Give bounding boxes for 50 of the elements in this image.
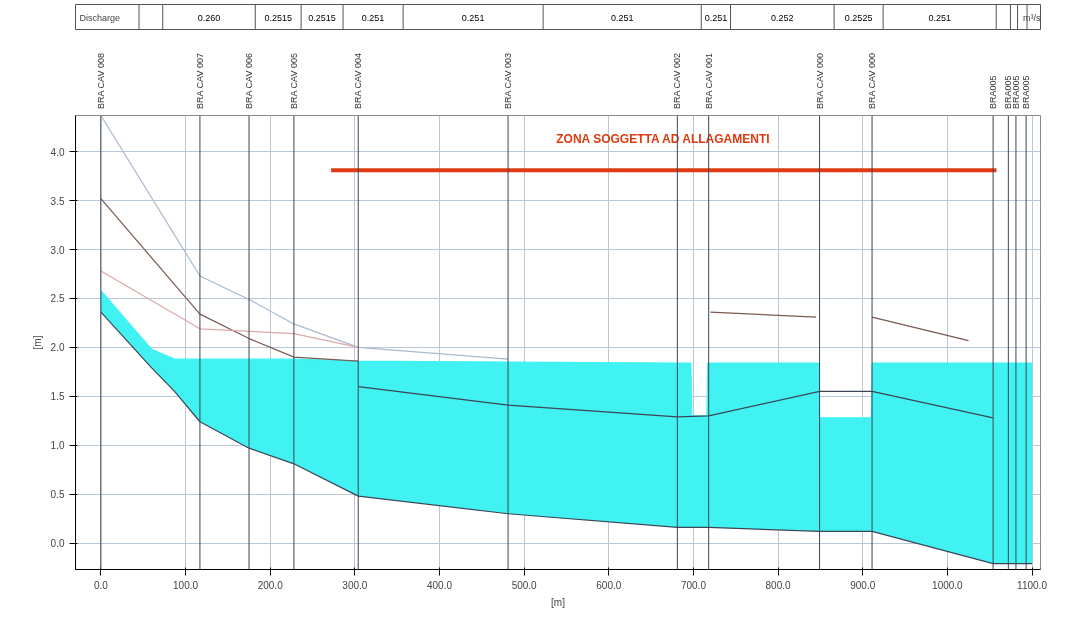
line-series [100, 198, 359, 362]
x-axis-title: [m] [551, 596, 566, 608]
x-tick-label: 400.0 [426, 579, 453, 591]
text: Discharge [79, 12, 121, 23]
ref-line-label: BRA CAV 000 [867, 53, 878, 109]
y-tick-label: 4.0 [50, 146, 65, 158]
text: 0.2515 [308, 12, 336, 23]
ref-line-label: BRA CAV 008 [95, 53, 106, 109]
y-tick-label: 1.5 [50, 391, 65, 403]
ref-line-label: BRA CAV 003 [503, 53, 514, 109]
y-tick-label: 2.5 [50, 293, 65, 305]
y-tick-label: 0.0 [50, 538, 65, 550]
x-tick-label: 300.0 [342, 579, 368, 591]
x-tick-label: 900.0 [850, 579, 876, 591]
ref-line-label: BRA CAV 005 [288, 53, 299, 109]
x-tick-label: 1100.0 [1017, 579, 1048, 591]
text: 0.251 [928, 12, 951, 23]
y-axis-title: [m] [31, 335, 43, 350]
ref-line-label: BRA CAV 002 [672, 53, 683, 109]
y-tick-label: 3.0 [50, 244, 65, 256]
ref-line-label: BRA CAV 007 [194, 53, 205, 109]
text: 0.251 [704, 12, 728, 23]
y-tick-label: 0.5 [50, 489, 65, 501]
ref-line-label: BRA005 [988, 75, 999, 109]
text: 0.2515 [264, 12, 292, 23]
y-tick-label: 1.0 [50, 440, 65, 452]
x-tick-label: 1000.0 [932, 579, 964, 591]
text: 0.252 [771, 12, 794, 23]
text: 0.251 [461, 12, 485, 23]
x-tick-label: 800.0 [765, 579, 792, 591]
y-tick-label: 2.0 [50, 342, 65, 354]
line-series [100, 115, 509, 360]
text: 0.251 [610, 12, 634, 23]
ref-line-label: BRA CAV 000 [814, 53, 825, 109]
ref-line-label: BRA005 [1021, 75, 1032, 109]
ref-line-label: BRA CAV 004 [353, 53, 364, 109]
x-tick-label: 600.0 [596, 579, 622, 591]
ref-line-label: BRA CAV 001 [703, 53, 714, 109]
text: m³/s [1023, 12, 1041, 23]
line-series [100, 270, 359, 348]
text: 0.251 [361, 12, 385, 23]
text: 0.2525 [844, 12, 873, 23]
ref-line-label: BRA CAV 006 [244, 53, 255, 109]
text: 0.260 [197, 12, 221, 23]
x-tick-label: 700.0 [680, 579, 707, 591]
x-tick-label: 100.0 [173, 579, 199, 591]
x-tick-label: 200.0 [257, 579, 284, 591]
x-tick-label: 0.0 [93, 579, 109, 591]
y-tick-label: 3.5 [50, 195, 65, 207]
x-tick-label: 500.0 [511, 579, 538, 591]
